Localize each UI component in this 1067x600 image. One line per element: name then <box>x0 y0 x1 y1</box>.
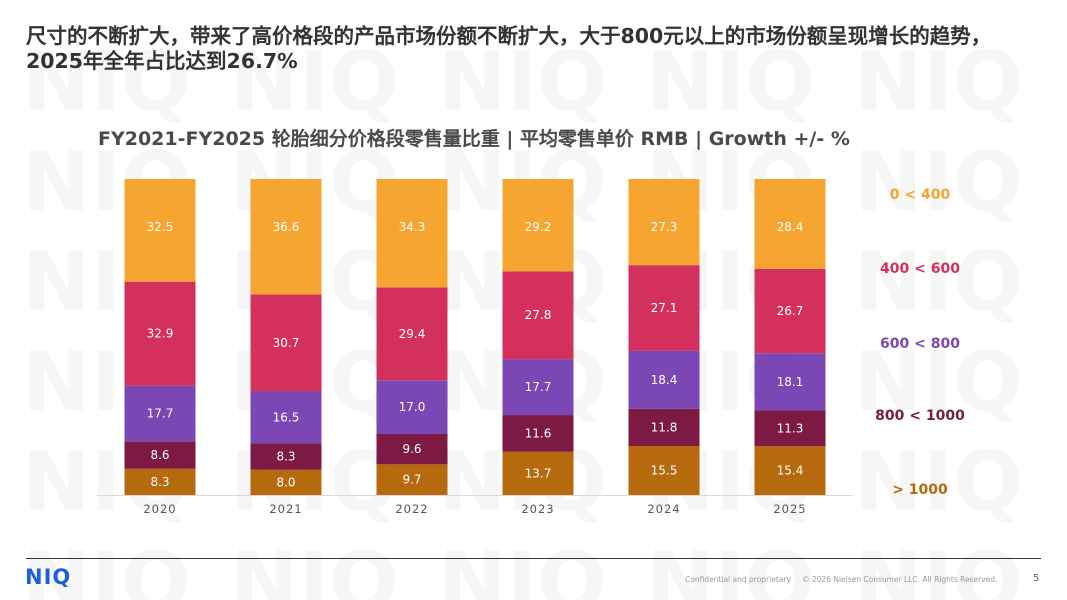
bar-segment-600-800-2023 <box>502 359 574 416</box>
bar-segment-1000+-2023 <box>502 451 574 495</box>
bar-segment-0-400-2023 <box>502 179 574 272</box>
legend-item-1000-plus: > 1000 <box>892 482 948 498</box>
bar-segment-1000+-2021 <box>250 469 322 495</box>
x-tick-label: 2025 <box>773 502 806 516</box>
bar-segment-600-800-2021 <box>250 391 322 444</box>
data-label: 8.6 <box>150 448 169 462</box>
chart-title: FY2021-FY2025 轮胎细分价格段零售量比重 | 平均零售单价 RMB … <box>98 128 850 150</box>
bar-segment-400-600-2020 <box>124 281 196 386</box>
page-number: 5 <box>1033 573 1040 584</box>
bar-segment-600-800-2024 <box>628 350 700 409</box>
legend-item-600-800: 600 < 800 <box>880 336 960 352</box>
bar-segment-1000+-2025 <box>754 446 826 495</box>
x-tick-label: 2024 <box>647 502 680 516</box>
legend-item-800-1000: 800 < 1000 <box>875 408 965 424</box>
bar-segment-800-1000-2021 <box>250 443 322 470</box>
bar-segment-600-800-2022 <box>376 380 448 435</box>
data-label: 32.5 <box>147 220 174 234</box>
data-label: 26.7 <box>777 304 804 318</box>
data-label: 28.4 <box>777 220 804 234</box>
footer-divider <box>26 558 1041 559</box>
bar-segment-400-600-2024 <box>628 265 700 351</box>
data-label: 18.1 <box>777 375 804 389</box>
confidential-note: Confidential and proprietary <box>685 575 791 584</box>
copyright-note: © 2026 Nielsen Consumer LLC. All Rights … <box>802 575 998 584</box>
data-label: 17.7 <box>525 380 552 394</box>
x-tick-label: 2022 <box>395 502 428 516</box>
bar-segment-1000+-2024 <box>628 446 700 495</box>
data-label: 15.4 <box>777 464 804 478</box>
data-label: 9.6 <box>402 442 421 456</box>
data-label: 15.5 <box>651 464 678 478</box>
niq-logo: NIQ <box>25 565 72 589</box>
bar-segment-0-400-2022 <box>376 179 448 288</box>
x-tick-label: 2020 <box>143 502 176 516</box>
data-label: 29.2 <box>525 220 552 234</box>
data-label: 27.8 <box>525 308 552 322</box>
data-label: 8.3 <box>150 475 169 489</box>
data-label: 8.3 <box>276 450 295 464</box>
bar-segment-800-1000-2024 <box>628 408 700 447</box>
data-label: 11.3 <box>777 421 804 435</box>
bar-segment-1000+-2022 <box>376 464 448 495</box>
bar-segment-400-600-2025 <box>754 268 826 354</box>
data-label: 16.5 <box>273 410 300 424</box>
bar-segment-400-600-2023 <box>502 271 574 360</box>
page-headline: 尺寸的不断扩大，带来了高价格段的产品市场份额不断扩大，大于800元以上的市场份额… <box>26 24 992 73</box>
bar-segment-600-800-2025 <box>754 353 826 411</box>
data-label: 30.7 <box>273 336 300 350</box>
bar-segment-0-400-2020 <box>124 179 196 282</box>
bar-segment-400-600-2022 <box>376 287 448 381</box>
bar-segment-0-400-2025 <box>754 179 826 269</box>
data-label: 17.7 <box>147 407 174 421</box>
x-tick-label: 2023 <box>521 502 554 516</box>
bar-segment-600-800-2020 <box>124 385 196 442</box>
data-label: 18.4 <box>651 373 678 387</box>
legend-item-400-600: 400 < 600 <box>880 261 960 277</box>
bar-segment-0-400-2021 <box>250 179 322 295</box>
data-label: 17.0 <box>399 400 426 414</box>
data-label: 29.4 <box>399 327 426 341</box>
data-label: 13.7 <box>525 466 552 480</box>
data-label: 27.3 <box>651 220 678 234</box>
legend-item-0-400: 0 < 400 <box>889 187 951 203</box>
data-label: 36.6 <box>273 220 300 234</box>
data-label: 34.3 <box>399 220 426 234</box>
data-label: 8.0 <box>276 475 295 489</box>
data-label: 27.1 <box>651 301 678 315</box>
bar-segment-800-1000-2022 <box>376 434 448 465</box>
x-tick-label: 2021 <box>269 502 302 516</box>
bar-segment-800-1000-2020 <box>124 441 196 469</box>
data-label: 11.8 <box>651 420 678 434</box>
bar-segment-0-400-2024 <box>628 179 700 266</box>
data-label: 11.6 <box>525 426 552 440</box>
data-label: 9.7 <box>402 473 421 487</box>
bar-segment-800-1000-2023 <box>502 415 574 452</box>
data-label: 32.9 <box>147 327 174 341</box>
bar-segment-1000+-2020 <box>124 468 196 495</box>
bar-segment-400-600-2021 <box>250 294 322 392</box>
bar-segment-800-1000-2025 <box>754 410 826 447</box>
